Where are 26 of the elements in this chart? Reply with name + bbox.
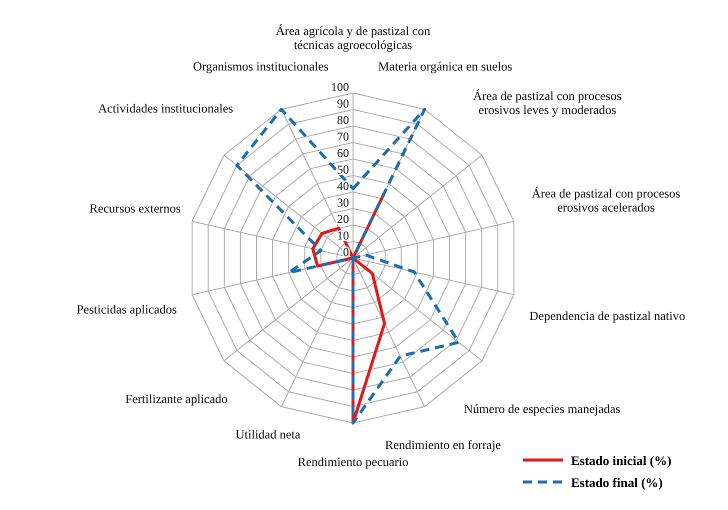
y-tick-label: 70	[337, 130, 349, 144]
spoke-label: Fertilizante aplicado	[125, 392, 228, 406]
y-tick-label: 30	[337, 196, 349, 210]
spoke-label: Número de especies manejadas	[464, 402, 621, 416]
y-tick-label: 60	[337, 146, 349, 160]
y-tick-label: 100	[331, 80, 349, 94]
legend-label: Estado final (%)	[571, 475, 663, 490]
spoke-label: Organismos institucionales	[192, 59, 329, 74]
legend-label: Estado inicial (%)	[571, 453, 672, 468]
spoke-label: Dependencia de pastizal nativo	[529, 309, 686, 324]
spoke-label: Actividades institucionales	[98, 102, 234, 116]
y-tick-label: 0	[343, 245, 349, 259]
y-tick-label: 90	[337, 96, 349, 110]
spoke-label: Área de pastizal con procesos erosivos leves y moderados	[473, 88, 622, 117]
spoke-label: Área de pastizal con procesos erosivos acelerados	[532, 186, 680, 214]
spoke-label: Rendimiento pecuario	[298, 455, 408, 469]
spoke-label: Utilidad neta	[236, 428, 301, 442]
spoke-label: Recursos externos	[90, 201, 181, 216]
spoke-label: Área agrícola y de pastizal con técnicas agroecológicas	[276, 24, 431, 52]
y-tick-label: 50	[337, 162, 349, 176]
y-tick-label: 40	[337, 179, 349, 193]
spoke-label: Materia orgánica en suelos	[378, 59, 512, 74]
spoke-label: Pesticidas aplicados	[76, 302, 178, 317]
y-tick-label: 80	[337, 113, 349, 127]
y-tick-label: 20	[337, 212, 349, 226]
spoke-label: Rendimiento en forraje	[385, 438, 502, 452]
